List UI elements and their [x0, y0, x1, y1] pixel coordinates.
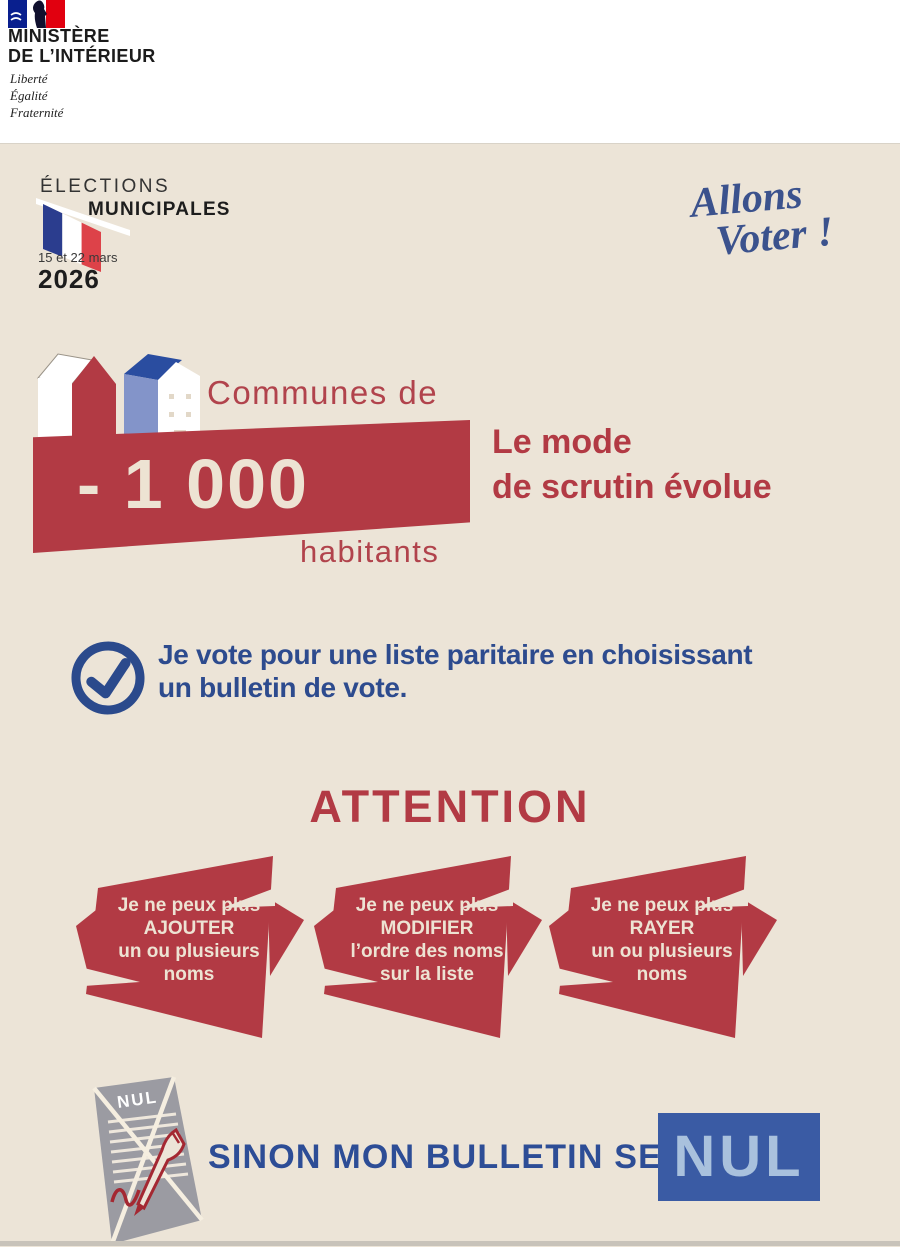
ministry-name: MINISTÈRE DE L’INTÉRIEUR — [8, 26, 156, 66]
election-dates: 15 et 22 mars — [38, 250, 118, 265]
warning-line: sur la liste — [380, 964, 474, 985]
warning-line: l’ordre des noms — [350, 941, 504, 962]
motto-liberte: Liberté — [10, 71, 48, 86]
population-number: - 1 000 — [77, 445, 309, 523]
warning-text: Je ne peux plus MODIFIER l’ordre des nom… — [332, 894, 522, 986]
ribbon-shape — [76, 856, 304, 1038]
warning-line: un ou plusieurs — [591, 941, 733, 962]
warning-line: AJOUTER — [143, 918, 235, 939]
voting-rule-line2: un bulletin de vote. — [158, 672, 408, 703]
allons-voter-line2: Voter ! — [713, 208, 836, 265]
warning-ribbon-ajouter: Je ne peux plus AJOUTER un ou plusieurs … — [76, 852, 311, 1042]
bottom-edge-strip — [0, 1241, 900, 1246]
warning-ribbon-rayer: Je ne peux plus RAYER un ou plusieurs no… — [549, 852, 784, 1042]
warning-line: Je ne peux plus — [355, 895, 499, 916]
warning-line: noms — [636, 964, 688, 985]
warning-line: noms — [163, 964, 215, 985]
ministry-name-line2: DE L’INTÉRIEUR — [8, 46, 156, 66]
headline: Le mode de scrutin évolue — [492, 420, 772, 510]
headline-line1: Le mode — [492, 423, 632, 461]
allons-voter-logo: Allons Voter ! — [689, 168, 875, 265]
ballot-flag-icon — [36, 198, 130, 272]
warning-text: Je ne peux plus AJOUTER un ou plusieurs … — [94, 894, 284, 986]
motto-egalite: Égalité — [10, 88, 48, 103]
habitants-label: habitants — [300, 534, 440, 569]
ministry-name-line1: MINISTÈRE — [8, 26, 110, 46]
warning-line: RAYER — [629, 918, 695, 939]
attention-title: ATTENTION — [309, 781, 591, 832]
election-year: 2026 — [38, 264, 100, 294]
ribbon-shape — [549, 856, 777, 1038]
municipales-label: MUNICIPALES — [88, 199, 231, 220]
elections-label: ÉLECTIONS — [40, 176, 171, 197]
header-divider — [0, 143, 900, 144]
motto-fraternite: Fraternité — [10, 105, 64, 120]
voting-rule-line1: Je vote pour une liste paritaire en choi… — [158, 639, 753, 670]
warning-ribbon-modifier: Je ne peux plus MODIFIER l’ordre des nom… — [314, 852, 549, 1042]
ribbon-shape — [314, 856, 542, 1038]
crossed-ballot-illustration: NUL — [92, 1076, 204, 1245]
voting-rule-text: Je vote pour une liste paritaire en choi… — [158, 638, 753, 704]
warning-line: MODIFIER — [380, 918, 474, 939]
footer-message: SINON MON BULLETIN SERA — [208, 1138, 714, 1176]
warning-line: Je ne peux plus — [590, 895, 734, 916]
warning-line: un ou plusieurs — [118, 941, 260, 962]
check-circle-icon — [71, 641, 145, 715]
houses-illustration — [37, 353, 200, 444]
header-band — [0, 0, 900, 143]
warning-text: Je ne peux plus RAYER un ou plusieurs no… — [567, 894, 757, 986]
ministry-flag-icon — [8, 0, 65, 28]
communes-de-label: Communes de — [207, 374, 439, 411]
nul-verdict-box: NUL — [658, 1113, 820, 1201]
headline-line2: de scrutin évolue — [492, 468, 772, 506]
warning-line: Je ne peux plus — [117, 895, 261, 916]
ministry-motto: Liberté Égalité Fraternité — [10, 70, 63, 121]
